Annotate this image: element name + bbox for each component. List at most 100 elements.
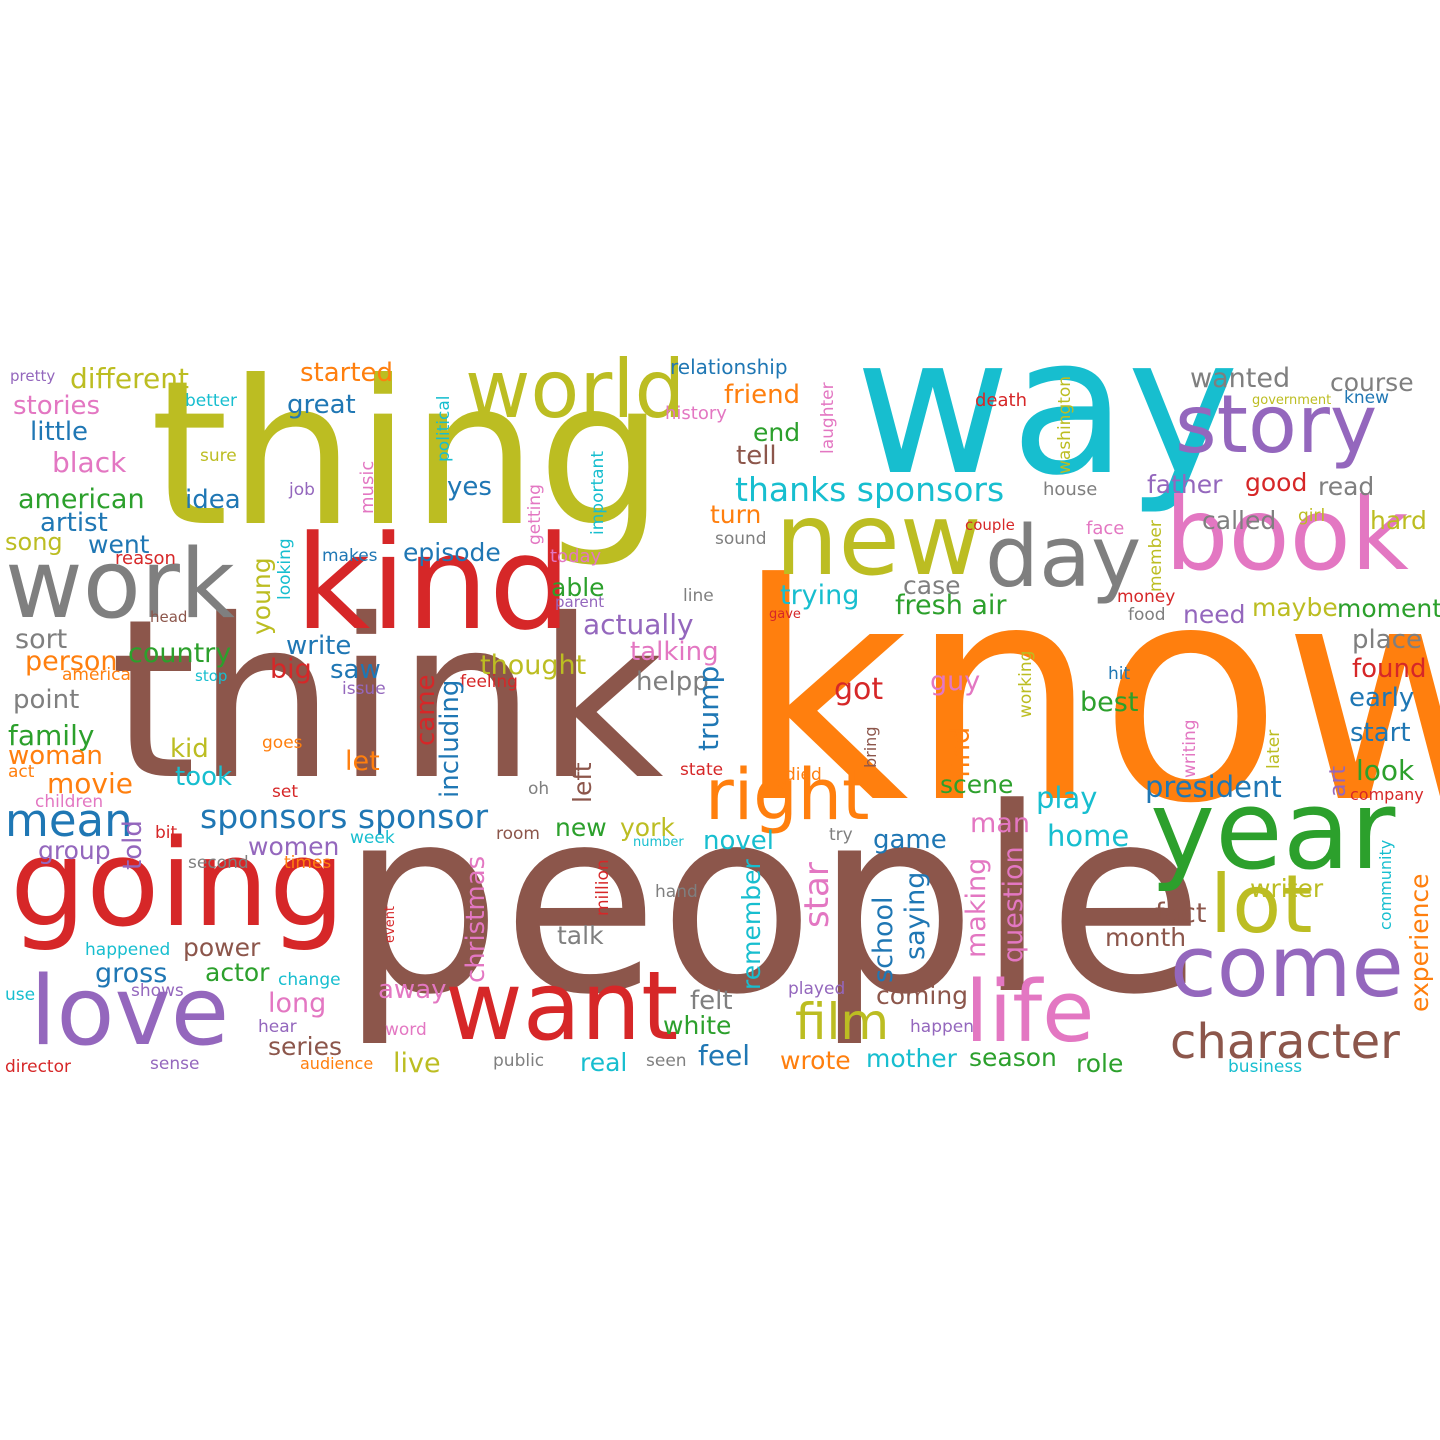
word-best: best — [1080, 687, 1139, 718]
word-left: left — [568, 762, 597, 804]
word-money: money — [1117, 587, 1176, 607]
word-mean: mean — [5, 794, 133, 847]
word-coming: coming — [876, 981, 969, 1010]
word-death: death — [975, 390, 1027, 411]
word-seen: seen — [646, 1051, 687, 1071]
word-gross: gross — [95, 958, 168, 989]
word-family: family — [8, 719, 95, 752]
word-course: course — [1330, 368, 1414, 397]
word-week: week — [350, 828, 395, 848]
word-fact: fact — [1155, 898, 1207, 929]
word-role: role — [1076, 1049, 1124, 1078]
word-want: want — [445, 952, 679, 1062]
word-writer: writer — [1250, 874, 1324, 903]
word-act: act — [8, 762, 35, 782]
word-political: political — [434, 395, 454, 462]
word-tell: tell — [736, 441, 777, 471]
word-reason: reason — [115, 548, 176, 569]
word-trying: trying — [780, 580, 860, 611]
word-play: play — [1036, 781, 1098, 815]
word-live: live — [393, 1048, 441, 1079]
word-hard: hard — [1370, 506, 1427, 535]
word-talk: talk — [557, 921, 604, 950]
word-face: face — [1086, 518, 1125, 539]
word-america: america — [62, 665, 131, 685]
word-country: country — [128, 638, 232, 669]
word-little: little — [30, 417, 89, 447]
word-early: early — [1349, 683, 1415, 713]
word-new: new — [775, 481, 982, 598]
word-getting: getting — [525, 484, 545, 545]
word-lot: lot — [1210, 858, 1313, 951]
word-important: important — [588, 451, 608, 535]
word-word: word — [385, 1020, 427, 1040]
word-good: good — [1245, 468, 1308, 497]
word-american: american — [18, 484, 145, 515]
word-month: month — [1105, 923, 1187, 952]
word-government: government — [1252, 393, 1332, 408]
word-man: man — [970, 808, 1030, 839]
word-history: history — [665, 403, 727, 424]
word-stop: stop — [195, 667, 228, 685]
word-today: today — [550, 546, 602, 567]
word-book: book — [1165, 476, 1409, 593]
word-love: love — [30, 957, 230, 1067]
word-business: business — [1228, 1057, 1303, 1077]
word-event: event — [383, 905, 398, 943]
word-member: member — [1146, 520, 1166, 592]
word-women: women — [248, 832, 340, 861]
word-read: read — [1318, 472, 1375, 501]
word-better: better — [185, 391, 238, 411]
word-state: state — [680, 760, 724, 780]
word-actually: actually — [583, 608, 694, 641]
word-director: director — [5, 1057, 71, 1077]
word-young: young — [247, 557, 276, 635]
word-write: write — [286, 631, 352, 661]
word-need: need — [1183, 600, 1246, 629]
word-sense: sense — [150, 1054, 200, 1074]
word-maybe: maybe — [1252, 593, 1338, 622]
word-try: try — [829, 825, 853, 845]
word-scene: scene — [940, 770, 1014, 799]
word-guy: guy — [930, 666, 981, 697]
word-job: job — [289, 480, 315, 500]
word-shows: shows — [131, 981, 184, 1001]
word-christmas: christmas — [461, 855, 491, 983]
word-trump: trump — [692, 665, 725, 751]
word-number: number — [633, 835, 684, 850]
word-second: second — [188, 853, 249, 873]
word-woman: woman — [8, 741, 103, 771]
word-gave: gave — [769, 607, 801, 622]
word-president: president — [1145, 770, 1282, 804]
word-food: food — [1128, 605, 1166, 625]
word-washington: washington — [1055, 375, 1075, 474]
word-came: came — [411, 674, 441, 746]
word-fresh-air: fresh air — [895, 590, 1007, 621]
word-york: york — [620, 813, 675, 842]
word-character: character — [1170, 1014, 1400, 1070]
word-laughter: laughter — [818, 382, 838, 454]
word-look: look — [1356, 754, 1415, 787]
word-bring: bring — [861, 726, 880, 768]
word-work: work — [5, 530, 235, 640]
word-idea: idea — [185, 485, 241, 515]
word-kid: kid — [170, 734, 209, 764]
word-relationship: relationship — [670, 355, 788, 379]
word-movie: movie — [47, 767, 133, 800]
word-bit: bit — [155, 823, 178, 843]
word-hand: hand — [655, 882, 698, 902]
word-hit: hit — [1108, 664, 1131, 684]
word-able: able — [551, 573, 605, 602]
word-going: going — [10, 815, 346, 954]
word-happened: happened — [85, 940, 171, 960]
word-played: played — [788, 979, 846, 999]
word-black: black — [52, 446, 127, 479]
word-know: know — [735, 520, 1440, 869]
word-new: new — [555, 813, 607, 842]
word-saying: saying — [900, 871, 931, 960]
word-felt: felt — [690, 986, 733, 1016]
word-novel: novel — [703, 826, 774, 856]
word-couple: couple — [965, 516, 1015, 534]
word-let: let — [345, 746, 380, 777]
word-audience: audience — [300, 1054, 374, 1073]
